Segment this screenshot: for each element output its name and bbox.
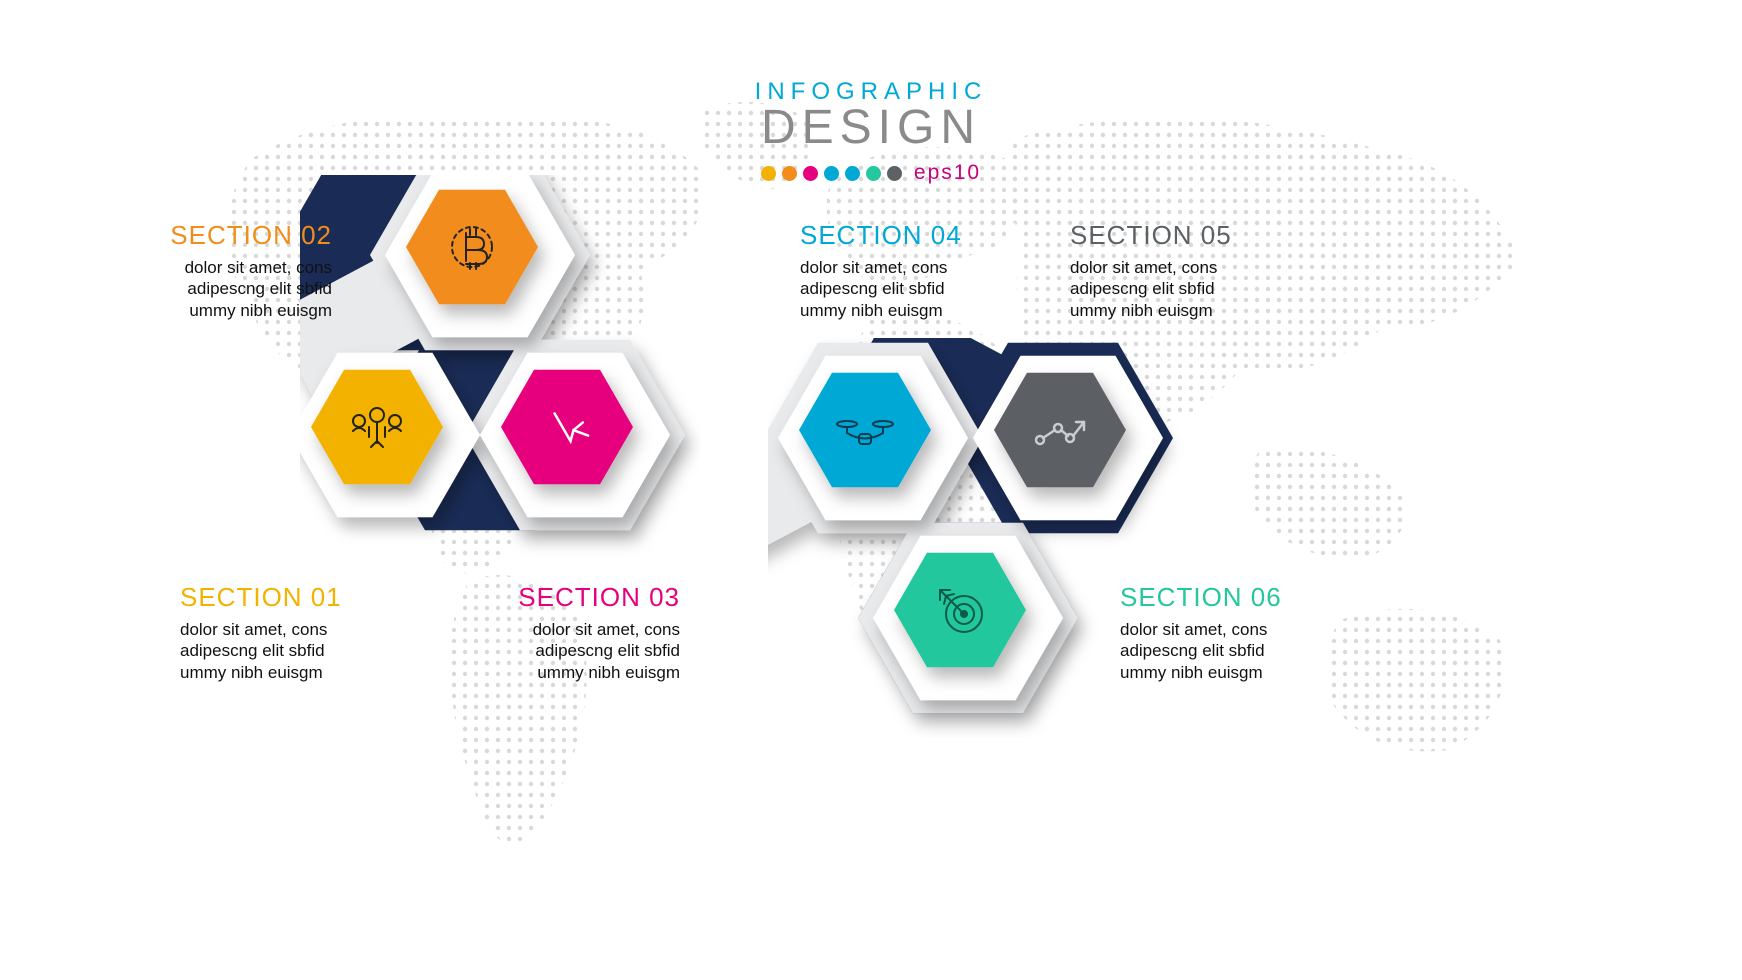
- section-05-body: dolor sit amet, consadipescng elit sbfid…: [1070, 257, 1330, 321]
- dot-blue-2: [845, 166, 860, 181]
- header: INFOGRAPHIC DESIGN eps10: [671, 78, 1071, 185]
- dot-magenta: [803, 166, 818, 181]
- section-03: SECTION 03 dolor sit amet, consadipescng…: [420, 582, 680, 683]
- section-06-body: dolor sit amet, consadipescng elit sbfid…: [1120, 619, 1380, 683]
- section-05: SECTION 05 dolor sit amet, consadipescng…: [1070, 220, 1330, 321]
- section-05-title: SECTION 05: [1070, 220, 1330, 251]
- section-06: SECTION 06 dolor sit amet, consadipescng…: [1120, 582, 1380, 683]
- hex-cluster-left: [300, 175, 700, 575]
- header-color-dots: eps10: [671, 161, 1071, 185]
- infographic-canvas: INFOGRAPHIC DESIGN eps10: [0, 0, 1742, 980]
- section-03-body: dolor sit amet, consadipescng elit sbfid…: [420, 619, 680, 683]
- dot-blue-1: [824, 166, 839, 181]
- section-06-title: SECTION 06: [1120, 582, 1380, 613]
- section-03-title: SECTION 03: [420, 582, 680, 613]
- dot-yellow: [761, 166, 776, 181]
- section-02-body: dolor sit amet, consadipescng elit sbfid…: [72, 257, 332, 321]
- header-eps-label: eps10: [914, 161, 981, 185]
- section-01: SECTION 01 dolor sit amet, consadipescng…: [180, 582, 440, 683]
- section-02: SECTION 02 dolor sit amet, consadipescng…: [72, 220, 332, 321]
- section-01-title: SECTION 01: [180, 582, 440, 613]
- dot-teal: [866, 166, 881, 181]
- section-04: SECTION 04 dolor sit amet, consadipescng…: [800, 220, 1060, 321]
- section-02-title: SECTION 02: [72, 220, 332, 251]
- dot-grey: [887, 166, 902, 181]
- header-line2: DESIGN: [671, 100, 1071, 155]
- section-04-body: dolor sit amet, consadipescng elit sbfid…: [800, 257, 1060, 321]
- section-01-body: dolor sit amet, consadipescng elit sbfid…: [180, 619, 440, 683]
- dot-orange: [782, 166, 797, 181]
- section-04-title: SECTION 04: [800, 220, 1060, 251]
